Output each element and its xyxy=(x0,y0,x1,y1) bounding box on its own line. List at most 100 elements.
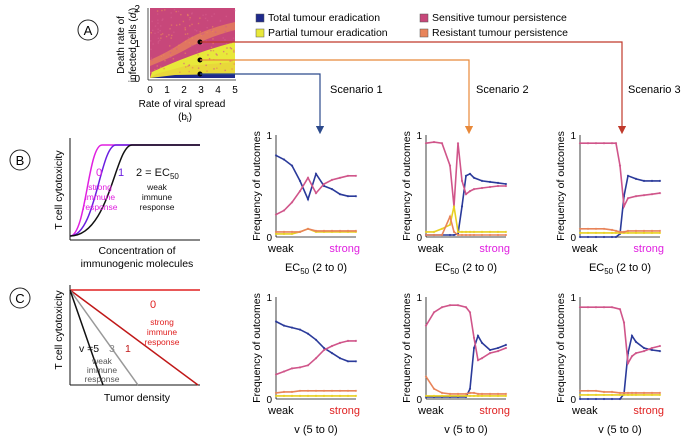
speckle-dot xyxy=(188,70,190,73)
series-point-total-tumour-eradication xyxy=(504,343,508,346)
series-point-sensitive-tumour-persistence xyxy=(642,350,646,353)
series-point-partial-tumour-eradication xyxy=(448,394,452,397)
c-weak-text-2: immune xyxy=(87,365,118,375)
speckle-dot xyxy=(187,65,189,67)
series-point-resistant-tumour-persistence xyxy=(480,392,484,395)
chart-y-tick-1: 1 xyxy=(570,293,576,304)
series-point-partial-tumour-eradication xyxy=(472,230,476,233)
series-point-resistant-tumour-persistence xyxy=(504,233,508,237)
speckle-dot xyxy=(161,19,163,21)
series-point-total-tumour-eradication xyxy=(602,235,606,239)
speckle-dot xyxy=(160,37,162,39)
series-point-total-tumour-eradication xyxy=(468,387,472,390)
series-point-total-tumour-eradication xyxy=(578,397,582,401)
series-point-resistant-tumour-persistence xyxy=(650,229,654,232)
panel-c-letter: C xyxy=(15,291,24,306)
speckle-dot xyxy=(210,46,213,49)
series-point-sensitive-tumour-persistence xyxy=(626,362,630,365)
speckle-dot xyxy=(233,63,235,65)
legend-swatch-total xyxy=(255,13,265,23)
series-point-sensitive-tumour-persistence xyxy=(456,142,460,145)
chart-x-label: EC50 (2 to 0) xyxy=(285,262,347,276)
series-point-partial-tumour-eradication xyxy=(468,394,472,397)
legend-swatch-sensitive xyxy=(419,13,429,23)
series-point-resistant-tumour-persistence xyxy=(622,391,626,394)
chart-y-tick-0: 0 xyxy=(266,395,272,406)
speckle-dot xyxy=(162,18,164,20)
speckle-dot xyxy=(164,59,166,62)
chart-x-weak: weak xyxy=(571,405,598,417)
speckle-dot xyxy=(185,66,187,68)
y-axis-label-line1: Death rate of xyxy=(116,16,127,74)
speckle-dot xyxy=(231,60,233,62)
speckle-dot xyxy=(201,43,203,45)
series-point-resistant-tumour-persistence xyxy=(602,390,606,393)
series-point-partial-tumour-eradication xyxy=(274,394,278,397)
speckle-dot xyxy=(199,17,201,19)
speckle-dot xyxy=(224,31,227,33)
legend-label-partial: Partial tumour eradication xyxy=(268,27,388,39)
series-point-sensitive-tumour-persistence xyxy=(440,306,444,309)
series-point-sensitive-tumour-persistence xyxy=(290,367,294,370)
series-point-sensitive-tumour-persistence xyxy=(622,321,626,324)
series-line-sensitive-tumour-persistence xyxy=(425,141,506,207)
speckle-dot xyxy=(157,40,160,43)
series-point-total-tumour-eradication xyxy=(658,179,662,182)
speckle-dot xyxy=(211,15,213,18)
speckle-dot xyxy=(188,64,191,66)
chart-x-label: EC50 (2 to 0) xyxy=(589,262,651,276)
chart-x-weak: weak xyxy=(267,243,294,255)
series-point-resistant-tumour-persistence xyxy=(488,233,492,237)
series-point-resistant-tumour-persistence xyxy=(586,389,590,392)
series-point-total-tumour-eradication xyxy=(346,360,350,363)
speckle-dot xyxy=(160,66,162,68)
speckle-dot xyxy=(212,38,214,40)
speckle-dot xyxy=(173,31,175,33)
series-point-resistant-tumour-persistence xyxy=(468,233,472,237)
speckle-dot xyxy=(204,17,207,20)
speckle-dot xyxy=(216,67,218,69)
speckle-dot xyxy=(168,33,171,36)
series-point-resistant-tumour-persistence xyxy=(476,392,480,395)
series-point-total-tumour-eradication xyxy=(290,326,294,329)
series-point-sensitive-tumour-persistence xyxy=(650,346,654,350)
v5-label: v =5 xyxy=(79,343,99,355)
speckle-dot xyxy=(152,29,154,32)
speckle-dot xyxy=(210,29,213,31)
series-point-total-tumour-eradication xyxy=(496,346,500,350)
speckle-dot xyxy=(160,55,163,58)
series-point-sensitive-tumour-persistence xyxy=(314,357,318,360)
speckle-dot xyxy=(231,68,233,70)
series-point-resistant-tumour-persistence xyxy=(614,229,618,232)
series-point-resistant-tumour-persistence xyxy=(496,392,500,395)
panel-b-x-label-2: immunogenic molecules xyxy=(81,258,194,270)
series-point-partial-tumour-eradication xyxy=(282,394,286,397)
chart-y-tick-0: 0 xyxy=(416,395,422,406)
series-point-resistant-tumour-persistence xyxy=(338,229,342,232)
series-point-partial-tumour-eradication xyxy=(440,227,444,230)
series-point-total-tumour-eradication xyxy=(354,195,358,198)
series-line-sensitive-tumour-persistence xyxy=(580,306,661,366)
speckle-dot xyxy=(189,17,191,19)
series-point-partial-tumour-eradication xyxy=(274,232,278,235)
linear-v3 xyxy=(69,289,139,386)
series-point-partial-tumour-eradication xyxy=(602,231,606,234)
curve-0-label: 0 xyxy=(96,167,102,179)
series-point-partial-tumour-eradication xyxy=(630,393,634,396)
series-point-resistant-tumour-persistence xyxy=(306,227,310,230)
legend-swatch-resistant xyxy=(419,28,429,38)
series-point-sensitive-tumour-persistence xyxy=(464,306,468,309)
series-line-total-tumour-eradication xyxy=(580,174,660,238)
panel-b-x-label-1: Concentration of xyxy=(98,245,175,257)
series-point-partial-tumour-eradication xyxy=(460,230,464,233)
series-point-sensitive-tumour-persistence xyxy=(476,359,480,362)
legend-label-total: Total tumour eradication xyxy=(268,12,380,24)
series-point-sensitive-tumour-persistence xyxy=(488,352,492,355)
speckle-dot xyxy=(184,33,187,35)
speckle-dot xyxy=(169,28,171,30)
speckle-dot xyxy=(191,44,193,47)
linear-v5 xyxy=(69,289,104,386)
chart-y-label: Frequency of outcomes xyxy=(555,131,567,241)
series-point-resistant-tumour-persistence xyxy=(472,391,476,394)
series-point-sensitive-tumour-persistence xyxy=(658,192,662,195)
